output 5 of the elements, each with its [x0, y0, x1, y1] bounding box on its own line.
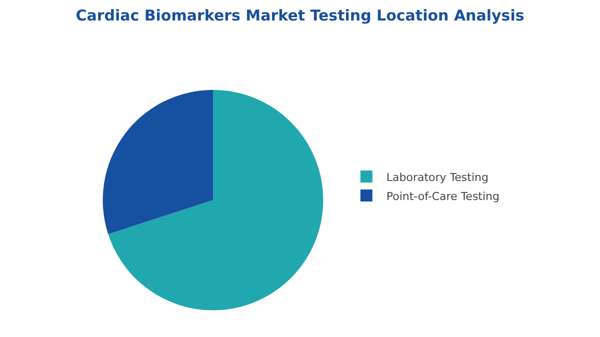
pie-slice — [108, 90, 324, 310]
chart-title: Cardiac Biomarkers Market Testing Location Analysis — [76, 6, 524, 25]
pie-slice — [103, 90, 213, 234]
legend-label: Point-of-Care Testing — [386, 190, 500, 203]
legend-label: Laboratory Testing — [386, 170, 488, 184]
